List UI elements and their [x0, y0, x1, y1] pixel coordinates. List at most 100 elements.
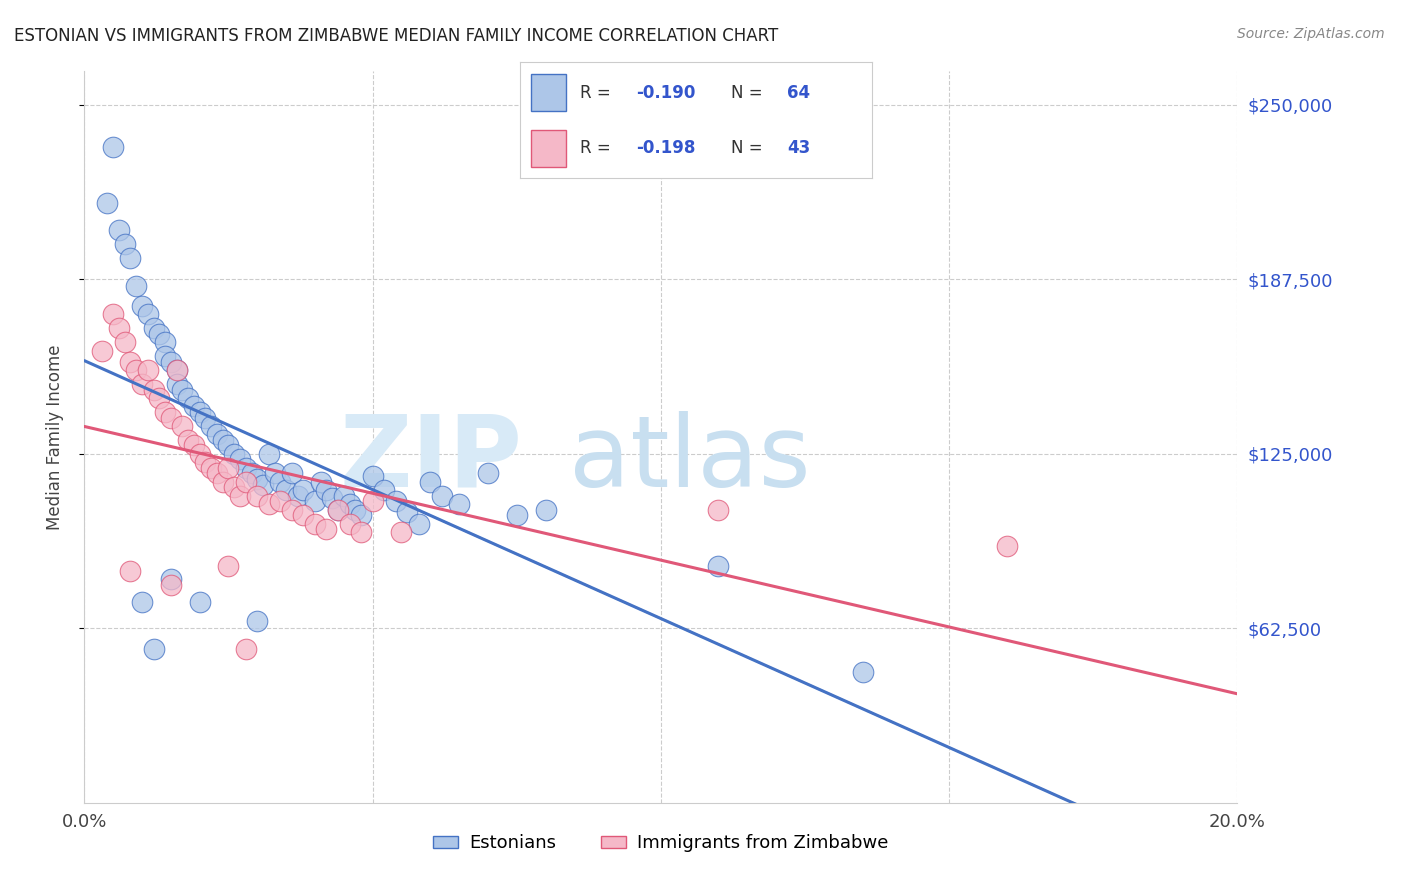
Point: [148, 326, 170, 341]
Text: Source: ZipAtlas.com: Source: ZipAtlas.com: [1237, 27, 1385, 41]
Text: -0.198: -0.198: [637, 139, 696, 157]
Point: [160, 578, 183, 592]
Point: [235, 475, 257, 489]
Point: [707, 502, 730, 516]
Point: [125, 279, 148, 293]
Point: [142, 321, 165, 335]
Point: [200, 418, 222, 433]
Point: [172, 418, 194, 433]
Text: atlas: atlas: [568, 410, 810, 508]
Point: [108, 223, 131, 237]
Point: [257, 497, 280, 511]
Point: [408, 516, 430, 531]
Text: -0.190: -0.190: [637, 84, 696, 102]
Y-axis label: Median Family Income: Median Family Income: [45, 344, 63, 530]
Point: [361, 469, 384, 483]
Point: [269, 475, 291, 489]
Point: [218, 558, 240, 573]
Point: [177, 391, 200, 405]
Point: [304, 494, 326, 508]
Point: [309, 475, 332, 489]
Point: [304, 516, 326, 531]
Point: [350, 508, 373, 523]
Point: [240, 467, 263, 481]
Point: [276, 483, 298, 497]
Point: [339, 516, 361, 531]
Text: R =: R =: [581, 139, 616, 157]
Point: [172, 383, 194, 397]
Point: [852, 665, 875, 679]
Point: [153, 405, 176, 419]
Point: [200, 460, 222, 475]
Point: [534, 502, 557, 516]
Point: [281, 502, 304, 516]
Point: [235, 460, 257, 475]
Point: [136, 363, 159, 377]
Point: [136, 307, 159, 321]
Point: [333, 489, 356, 503]
Point: [177, 433, 200, 447]
Point: [430, 489, 453, 503]
Point: [339, 497, 361, 511]
Point: [246, 472, 269, 486]
FancyBboxPatch shape: [531, 74, 567, 112]
Point: [188, 595, 211, 609]
Point: [350, 524, 373, 539]
Text: 43: 43: [787, 139, 811, 157]
Point: [108, 321, 131, 335]
Point: [114, 335, 136, 350]
Point: [166, 363, 188, 377]
Point: [449, 497, 471, 511]
Text: ZIP: ZIP: [340, 410, 523, 508]
Point: [183, 400, 205, 414]
Point: [384, 494, 406, 508]
Point: [315, 483, 337, 497]
Point: [246, 615, 269, 629]
Legend: Estonians, Immigrants from Zimbabwe: Estonians, Immigrants from Zimbabwe: [426, 827, 896, 860]
Point: [477, 467, 499, 481]
Point: [120, 252, 142, 266]
Point: [361, 494, 384, 508]
Point: [995, 539, 1018, 553]
Text: R =: R =: [581, 84, 616, 102]
Point: [166, 377, 188, 392]
Point: [194, 410, 217, 425]
Point: [315, 522, 337, 536]
Point: [218, 460, 240, 475]
Point: [229, 452, 252, 467]
Point: [246, 489, 269, 503]
Point: [235, 642, 257, 657]
Point: [103, 307, 124, 321]
Point: [131, 377, 153, 392]
Point: [391, 524, 413, 539]
Point: [396, 506, 419, 520]
Point: [142, 642, 165, 657]
Point: [153, 349, 176, 363]
Text: ESTONIAN VS IMMIGRANTS FROM ZIMBABWE MEDIAN FAMILY INCOME CORRELATION CHART: ESTONIAN VS IMMIGRANTS FROM ZIMBABWE MED…: [14, 27, 779, 45]
Point: [373, 483, 395, 497]
Point: [188, 447, 211, 461]
Point: [224, 447, 246, 461]
Point: [229, 489, 252, 503]
Point: [292, 508, 315, 523]
Point: [153, 335, 176, 350]
Point: [142, 383, 165, 397]
Point: [263, 467, 285, 481]
Point: [205, 427, 228, 442]
Point: [326, 502, 349, 516]
Point: [125, 363, 148, 377]
Point: [183, 438, 205, 452]
Point: [211, 475, 233, 489]
Point: [120, 354, 142, 368]
Point: [160, 410, 183, 425]
Point: [114, 237, 136, 252]
Point: [160, 354, 183, 368]
Point: [103, 140, 124, 154]
Point: [166, 363, 188, 377]
FancyBboxPatch shape: [531, 129, 567, 167]
Point: [257, 447, 280, 461]
Point: [224, 480, 246, 494]
Point: [269, 494, 291, 508]
Point: [321, 491, 343, 506]
Point: [287, 489, 309, 503]
